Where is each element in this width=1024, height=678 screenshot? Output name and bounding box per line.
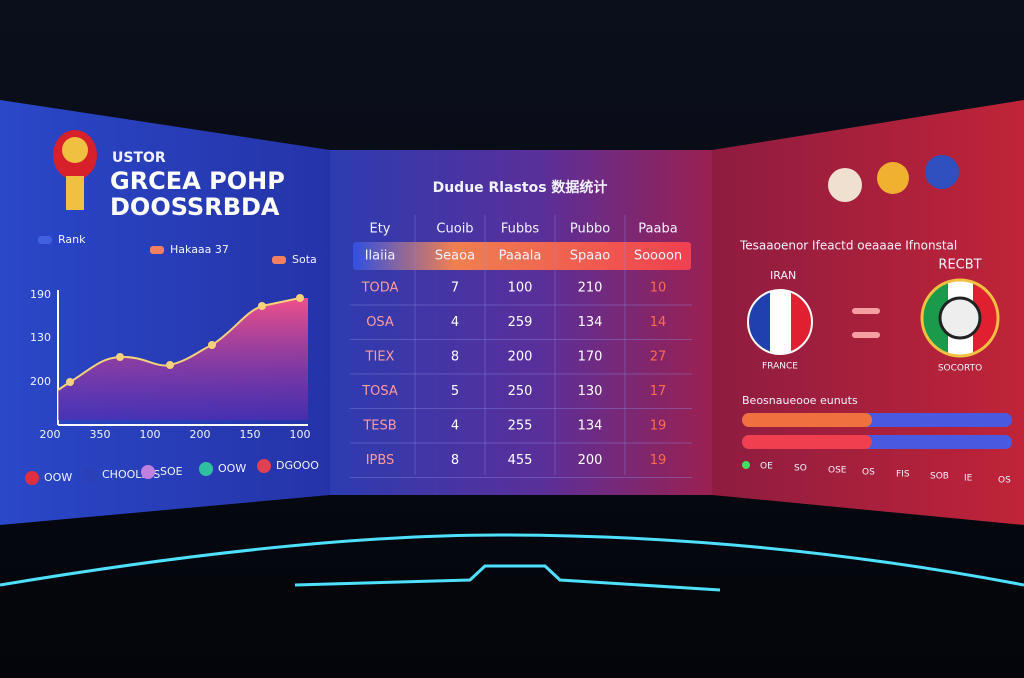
- scale-label: OE: [760, 462, 773, 472]
- y-axis-label: 130: [30, 331, 51, 344]
- legend-label: OOW: [218, 462, 246, 475]
- table-header: Pubbo: [570, 222, 610, 237]
- table-cell: IPBS: [366, 453, 395, 468]
- scale-label: OS: [998, 476, 1011, 486]
- table-cell: 7: [451, 281, 459, 296]
- match-graphics: [742, 155, 1012, 469]
- table-cell: 4: [451, 419, 459, 434]
- table-cell: TESB: [362, 419, 396, 434]
- scale-label: IE: [964, 474, 973, 484]
- legend-label: DGOOO: [276, 459, 319, 472]
- legend-dot: [25, 471, 39, 485]
- scale-label: OSE: [828, 466, 847, 476]
- legend-dot: [83, 468, 97, 482]
- logo: [53, 130, 97, 210]
- x-axis-label: 150: [240, 428, 261, 441]
- scale-label: SO: [794, 464, 807, 474]
- title-line: USTOR: [112, 150, 166, 166]
- table-cell: 200: [578, 453, 603, 468]
- legend-label: Sota: [292, 253, 317, 266]
- table-header: Fubbs: [501, 222, 540, 237]
- table-cell: 14: [650, 315, 667, 330]
- table-cell: TIEX: [365, 350, 395, 365]
- legend-dot: [199, 462, 213, 476]
- table-cell: 8: [451, 453, 459, 468]
- table-cell: 134: [578, 315, 603, 330]
- table-cell: 4: [451, 315, 459, 330]
- highlight-row-bg: [353, 242, 691, 270]
- scale-label: OS: [862, 468, 875, 478]
- legend-label: Rank: [58, 233, 86, 246]
- x-axis-label: 200: [190, 428, 211, 441]
- table-header: Ety: [369, 222, 390, 237]
- table-cell: Spaao: [570, 249, 610, 264]
- y-axis-label: 190: [30, 288, 51, 301]
- x-axis-label: 200: [40, 428, 61, 441]
- table-cell: Soooon: [634, 249, 682, 264]
- x-axis-label: 350: [90, 428, 111, 441]
- table-cell: 130: [578, 384, 603, 399]
- x-axis-label: 100: [290, 428, 311, 441]
- table-header: Cuoib: [436, 222, 473, 237]
- team-name: IRAN: [770, 269, 796, 282]
- table-cell: 17: [650, 384, 667, 399]
- table-cell: 10: [650, 281, 667, 296]
- table-cell: 210: [578, 281, 603, 296]
- table-cell: 170: [578, 350, 603, 365]
- table-cell: 5: [451, 384, 459, 399]
- legend-label: Hakaaa 37: [170, 243, 229, 256]
- x-axis-label: 100: [140, 428, 161, 441]
- legend-dot: [141, 465, 155, 479]
- table-cell: 100: [508, 281, 533, 296]
- table-title: Dudue Rlastos 数据统计: [433, 179, 608, 196]
- flag-label: SOCORTO: [938, 364, 982, 374]
- table-cell: 8: [451, 350, 459, 365]
- legend-label: OOW: [44, 471, 72, 484]
- right-heading: Tesaaoenor Ifeactd oeaaae Ifnonstal: [739, 239, 957, 253]
- table-cell: TODA: [361, 281, 399, 296]
- scale-label: FIS: [896, 470, 910, 480]
- legend-swatch: [272, 256, 286, 264]
- y-axis-label: 200: [30, 375, 51, 388]
- table-cell: 455: [508, 453, 533, 468]
- table-cell: 250: [508, 384, 533, 399]
- legend-dot: [257, 459, 271, 473]
- table-cell: 27: [650, 350, 667, 365]
- bars-label: Beosnaueooe eunuts: [742, 394, 858, 407]
- table-cell: 19: [650, 419, 667, 434]
- table-cell: 134: [578, 419, 603, 434]
- table-cell: 259: [508, 315, 533, 330]
- table-cell: Paaala: [499, 249, 542, 264]
- table-header: Paaba: [638, 222, 677, 237]
- line-chart: [57, 290, 308, 426]
- title-line: DOOSSRBDA: [110, 193, 280, 221]
- table-cell: Ilaiia: [365, 249, 396, 264]
- table-cell: Seaoa: [435, 249, 475, 264]
- stage-neon: [0, 533, 1024, 587]
- title-line: GRCEA POHP: [110, 167, 285, 195]
- stage-neon: [294, 564, 721, 592]
- table-cell: 19: [650, 453, 667, 468]
- center-panel: [330, 150, 712, 495]
- flag-label: FRANCE: [762, 362, 798, 372]
- scale-label: SOB: [930, 472, 949, 482]
- legend-label: SOE: [160, 465, 183, 478]
- table-cell: 200: [508, 350, 533, 365]
- table-cell: 255: [508, 419, 533, 434]
- legend-swatch: [150, 246, 164, 254]
- table-cell: TOSA: [361, 384, 398, 399]
- team-name: RECBT: [938, 258, 981, 273]
- table-cell: OSA: [366, 315, 394, 330]
- legend-swatch: [38, 236, 52, 244]
